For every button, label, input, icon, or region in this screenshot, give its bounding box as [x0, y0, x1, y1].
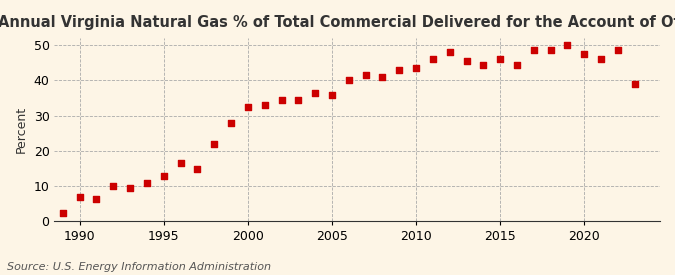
Point — [529, 48, 539, 53]
Point — [596, 57, 607, 62]
Point — [209, 142, 219, 146]
Point — [579, 52, 590, 56]
Point — [310, 90, 321, 95]
Point — [242, 105, 253, 109]
Point — [176, 161, 186, 166]
Point — [377, 75, 388, 79]
Point — [360, 73, 371, 77]
Point — [562, 43, 573, 47]
Point — [293, 98, 304, 102]
Point — [444, 50, 455, 54]
Point — [125, 186, 136, 190]
Point — [108, 184, 119, 188]
Point — [545, 48, 556, 53]
Point — [495, 57, 506, 62]
Point — [225, 120, 236, 125]
Point — [612, 48, 623, 53]
Point — [57, 210, 68, 215]
Point — [512, 62, 522, 67]
Point — [159, 174, 169, 178]
Point — [327, 92, 338, 97]
Point — [478, 62, 489, 67]
Point — [259, 103, 270, 107]
Point — [629, 82, 640, 86]
Point — [192, 166, 202, 171]
Title: Annual Virginia Natural Gas % of Total Commercial Delivered for the Account of O: Annual Virginia Natural Gas % of Total C… — [0, 15, 675, 30]
Point — [91, 196, 102, 201]
Text: Source: U.S. Energy Information Administration: Source: U.S. Energy Information Administ… — [7, 262, 271, 272]
Point — [461, 59, 472, 63]
Point — [427, 57, 438, 62]
Point — [344, 78, 354, 82]
Point — [276, 98, 287, 102]
Point — [394, 68, 405, 72]
Point — [142, 180, 153, 185]
Point — [410, 66, 421, 70]
Y-axis label: Percent: Percent — [15, 106, 28, 153]
Point — [74, 195, 85, 199]
